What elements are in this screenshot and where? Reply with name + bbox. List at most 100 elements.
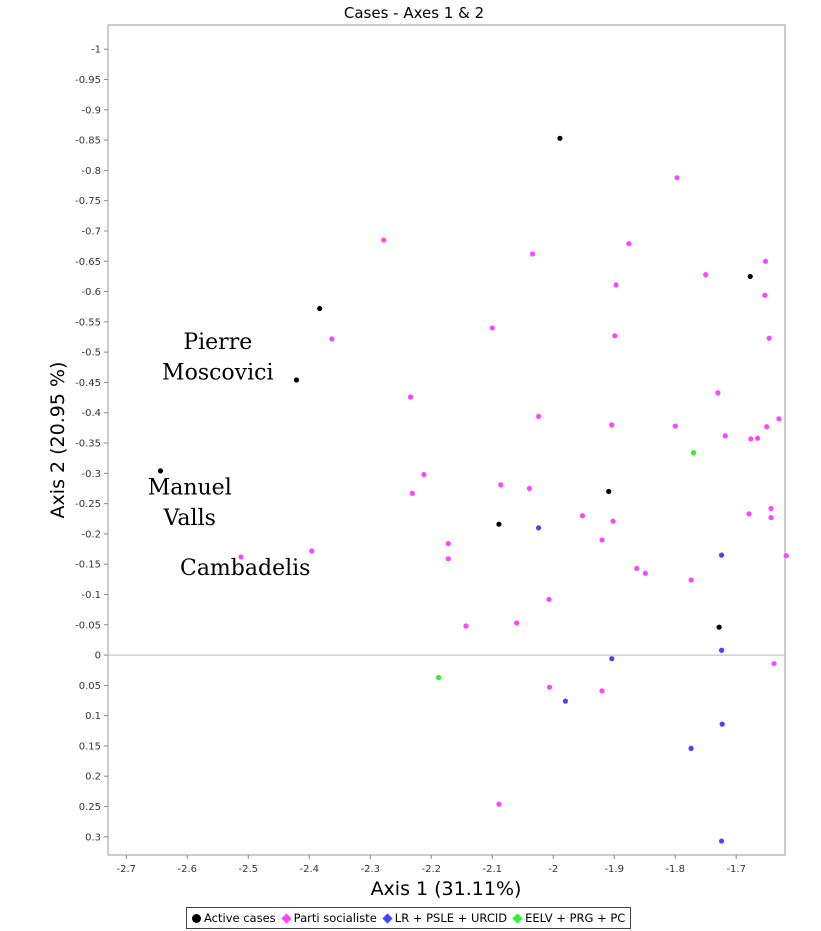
legend-label-lr-psle-urcid: LR + PSLE + URCID xyxy=(394,911,508,925)
point-parti-socialiste xyxy=(407,394,414,400)
y-tick-label: -0.1 xyxy=(81,590,101,601)
y-tick-label: -0.15 xyxy=(75,560,101,571)
annotation-label: Moscovici xyxy=(162,360,273,385)
point-parti-socialiste xyxy=(329,336,335,342)
point-parti-socialiste xyxy=(409,490,415,496)
point-parti-socialiste xyxy=(766,335,772,341)
point-parti-socialiste xyxy=(746,511,752,517)
x-tick-label: -2.2 xyxy=(421,864,441,875)
x-axis-title: Axis 1 (31.11%) xyxy=(371,878,522,900)
y-tick-label: -0.45 xyxy=(75,378,101,389)
x-tick-label: -2.4 xyxy=(300,864,320,875)
x-tick-label: -2.6 xyxy=(178,864,198,875)
annotation-label: Cambadelis xyxy=(180,556,310,581)
x-tick-label: -1.7 xyxy=(726,864,746,875)
y-tick-label: -1 xyxy=(91,45,101,56)
point-parti-socialiste xyxy=(748,436,754,442)
point-parti-socialiste xyxy=(579,513,586,519)
point-parti-socialiste xyxy=(771,660,777,667)
legend-marker-eelv-prg-pc xyxy=(512,912,523,924)
point-parti-socialiste xyxy=(674,175,680,181)
point-active-cases xyxy=(496,521,502,527)
point-parti-socialiste xyxy=(634,565,640,572)
x-tick-label: -1.9 xyxy=(604,864,624,875)
y-tick-label: -0.7 xyxy=(81,226,101,237)
annotation-label: Pierre xyxy=(183,330,252,355)
point-parti-socialiste xyxy=(703,272,709,278)
point-parti-socialiste xyxy=(783,553,789,559)
point-parti-socialiste xyxy=(722,433,728,439)
point-eelv-prg-pc xyxy=(690,450,697,456)
y-tick-label: 0.15 xyxy=(79,741,101,752)
legend: Active cases Parti socialiste LR + PSLE … xyxy=(186,907,632,929)
x-axis-ticks: -2.7 -2.6 -2.5 -2.4 -2.3 -2.2 -2.1 -2 -1.9 -1.8 -1… xyxy=(117,855,746,875)
y-tick-label: -0.5 xyxy=(81,348,101,359)
y-tick-label: -0.3 xyxy=(81,469,101,480)
y-tick-label: 0.3 xyxy=(85,832,101,843)
y-tick-label: 0.05 xyxy=(79,681,101,692)
y-tick-label: 0.2 xyxy=(85,772,101,783)
y-tick-label: -0.75 xyxy=(75,196,101,207)
point-parti-socialiste xyxy=(762,258,769,264)
legend-label-active-cases: Active cases xyxy=(204,911,276,925)
y-tick-label: -0.35 xyxy=(75,439,101,450)
point-parti-socialiste xyxy=(764,424,770,430)
point-lr-psle-urcid xyxy=(718,647,725,653)
y-tick-label: -0.55 xyxy=(75,317,101,328)
point-parti-socialiste xyxy=(609,422,615,428)
legend-marker-lr-psle-urcid xyxy=(382,912,393,924)
y-tick-label: 0.25 xyxy=(79,802,101,813)
annotation-label: Valls xyxy=(163,506,216,531)
y-tick-label: 0.1 xyxy=(85,711,101,722)
point-parti-socialiste xyxy=(610,518,616,524)
point-parti-socialiste xyxy=(463,623,469,629)
point-lr-psle-urcid xyxy=(688,745,694,751)
legend-item-active-cases: Active cases xyxy=(192,911,276,925)
y-tick-label: -0.25 xyxy=(75,499,101,510)
point-parti-socialiste xyxy=(599,537,605,543)
point-parti-socialiste xyxy=(599,688,605,694)
point-parti-socialiste xyxy=(715,390,721,396)
point-parti-socialiste xyxy=(642,570,648,576)
y-tick-label: -0.05 xyxy=(75,620,101,631)
point-lr-psle-urcid xyxy=(562,698,569,704)
point-parti-socialiste xyxy=(496,801,502,807)
y-tick-label: -0.95 xyxy=(75,75,101,86)
point-active-cases xyxy=(716,624,722,630)
point-parti-socialiste xyxy=(546,596,552,602)
point-parti-socialiste xyxy=(776,416,782,422)
y-tick-label: -0.85 xyxy=(75,136,101,147)
point-parti-socialiste xyxy=(445,540,451,547)
y-axis-ticks: -1 -0.95 -0.9 -0.85 -0.8 -0.75 -0.7 -0.65 -0.6 -0… xyxy=(75,45,108,843)
x-tick-label: -2.3 xyxy=(361,864,381,875)
point-lr-psle-urcid xyxy=(718,552,725,558)
annotations: Pierre Moscovici Manuel Valls Cambadelis xyxy=(148,330,311,581)
point-parti-socialiste xyxy=(489,325,495,331)
y-axis-title: Axis 2 (20.95 %) xyxy=(47,362,69,519)
y-tick-label: -0.2 xyxy=(81,529,101,540)
legend-marker-parti-socialiste xyxy=(281,912,292,924)
scatter-chart: Cases - Axes 1 & 2 -2.7 -2.6 -2.5 -2.4 -2.3-… xyxy=(47,4,789,900)
plot-area xyxy=(107,24,786,856)
legend-marker-active-cases xyxy=(192,913,201,923)
chart-title: Cases - Axes 1 & 2 xyxy=(344,4,484,22)
point-parti-socialiste xyxy=(613,282,619,288)
point-lr-psle-urcid xyxy=(535,525,542,531)
x-tick-label: -2.1 xyxy=(482,864,502,875)
y-tick-label: -0.4 xyxy=(81,408,101,419)
point-parti-socialiste xyxy=(309,548,315,554)
point-parti-socialiste xyxy=(535,413,542,419)
y-tick-label: -0.8 xyxy=(81,166,101,177)
point-parti-socialiste xyxy=(238,554,244,560)
point-parti-socialiste xyxy=(546,684,553,690)
annotation-label: Manuel xyxy=(148,476,232,501)
point-parti-socialiste xyxy=(526,485,533,492)
point-parti-socialiste xyxy=(612,333,618,339)
point-parti-socialiste xyxy=(381,237,387,243)
legend-label-parti-socialiste: Parti socialiste xyxy=(293,911,377,925)
point-parti-socialiste xyxy=(626,241,632,247)
y-tick-label: 0 xyxy=(95,651,101,662)
point-lr-psle-urcid xyxy=(609,656,615,662)
point-active-cases xyxy=(293,377,300,383)
